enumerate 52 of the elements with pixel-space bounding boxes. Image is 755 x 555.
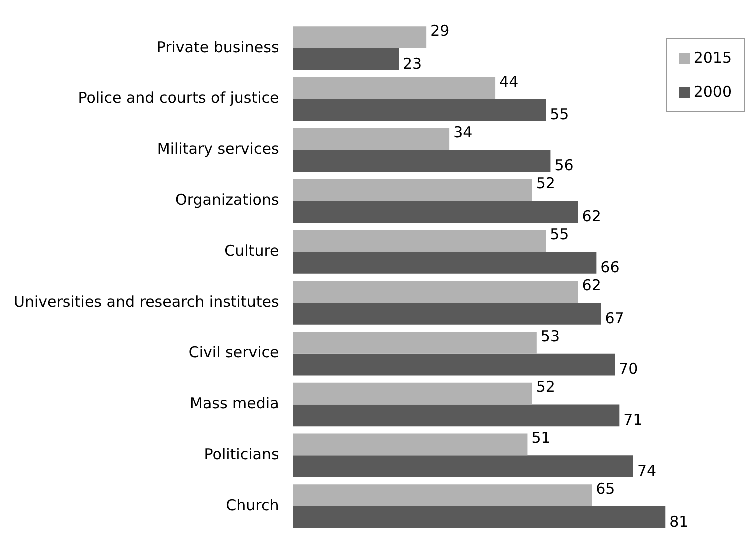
y-tick-label: Military services <box>157 140 280 158</box>
data-label: 55 <box>550 106 570 124</box>
bar <box>293 281 578 303</box>
data-label: 71 <box>624 411 643 430</box>
data-label: 66 <box>600 258 620 276</box>
data-label: 56 <box>554 156 574 175</box>
y-tick-label: Politicians <box>204 446 280 464</box>
data-label: 53 <box>540 327 560 346</box>
data-label: 51 <box>532 429 551 448</box>
bar <box>293 354 616 376</box>
y-tick-label: Universities and research institutes <box>14 292 280 311</box>
data-label: 23 <box>403 54 422 73</box>
bar <box>293 179 532 202</box>
y-tick-label: Police and courts of justice <box>78 89 280 108</box>
data-label: 62 <box>582 207 602 226</box>
y-tick-label: Mass media <box>190 394 280 413</box>
bar <box>293 230 546 252</box>
data-label: 74 <box>637 462 657 480</box>
data-label: 65 <box>596 480 616 498</box>
bar <box>293 434 528 456</box>
bar <box>293 77 496 100</box>
bar <box>293 506 666 528</box>
data-label: 44 <box>500 72 519 91</box>
y-tick-label: Church <box>226 496 280 514</box>
data-label: 52 <box>536 174 556 193</box>
bar <box>293 382 532 405</box>
data-label: 70 <box>619 360 638 378</box>
bar <box>293 484 592 507</box>
bar <box>293 48 399 70</box>
y-tick-label: Organizations <box>176 191 280 210</box>
data-label: 62 <box>582 276 602 294</box>
bar <box>293 150 551 172</box>
data-label: 67 <box>605 309 624 328</box>
bar <box>293 201 578 224</box>
bar <box>293 99 546 122</box>
y-tick-label: Civil service <box>188 344 280 362</box>
y-tick-label: Private business <box>156 38 280 56</box>
bar <box>293 252 597 274</box>
data-label: 29 <box>430 22 450 40</box>
legend-label: 2000 <box>694 83 732 101</box>
bar <box>293 26 427 48</box>
bar <box>293 302 602 325</box>
data-label: 52 <box>536 378 556 396</box>
data-label: 81 <box>670 512 689 531</box>
bar <box>293 456 634 478</box>
bar <box>293 128 450 150</box>
y-tick-label: Culture <box>224 242 280 260</box>
data-label: 55 <box>550 225 570 244</box>
data-label: 34 <box>454 124 473 142</box>
legend-label: 2015 <box>694 49 732 67</box>
bar <box>293 404 620 427</box>
bar <box>293 332 537 354</box>
